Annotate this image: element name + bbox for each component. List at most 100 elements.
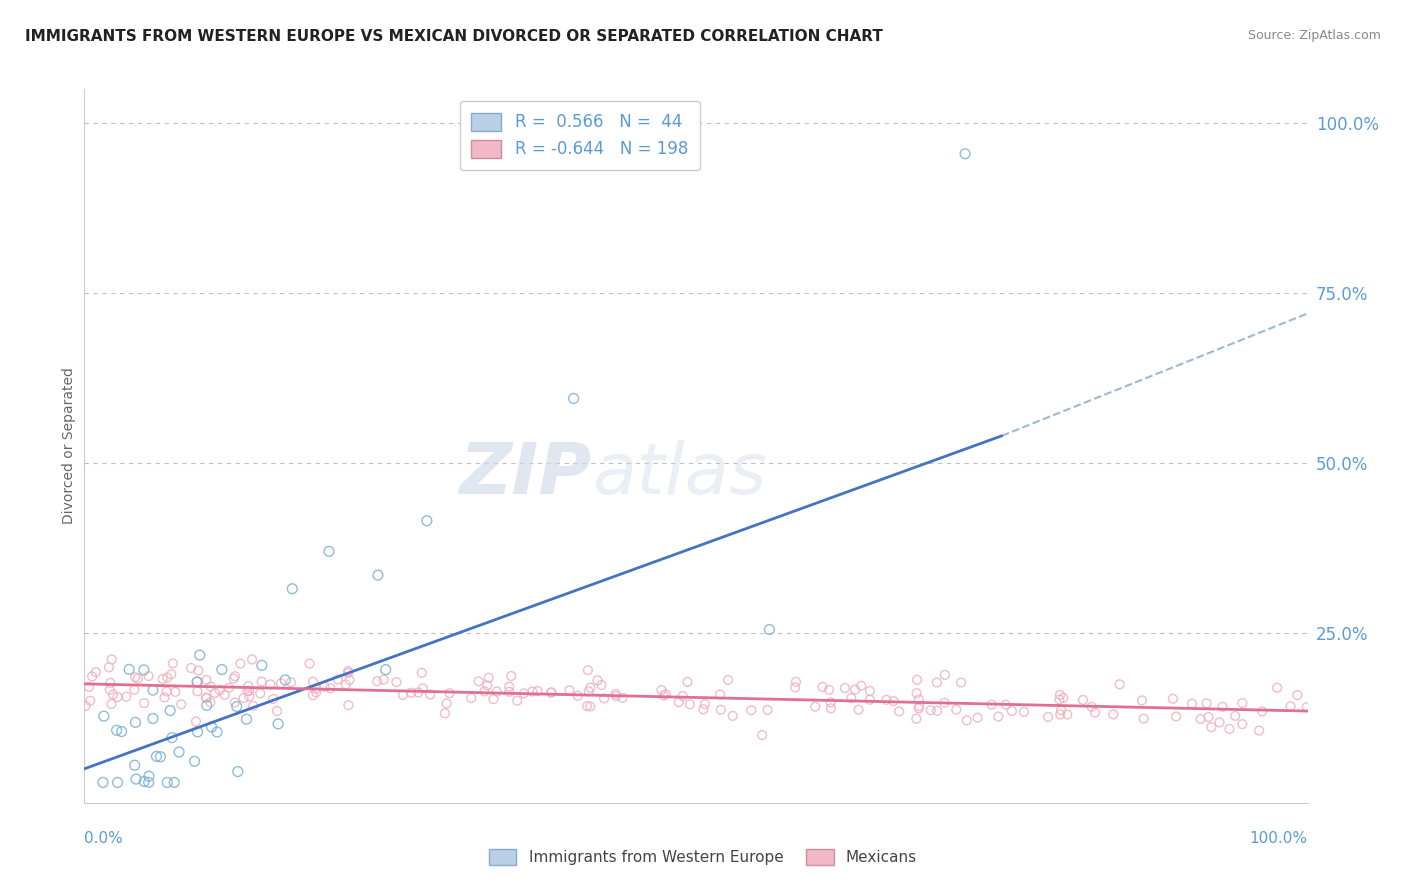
- Point: [107, 690, 129, 704]
- Point: [124, 758, 146, 772]
- Point: [318, 544, 340, 558]
- Point: [485, 684, 508, 698]
- Point: [908, 699, 931, 714]
- Point: [337, 665, 360, 680]
- Text: 0.0%: 0.0%: [84, 831, 124, 847]
- Point: [605, 687, 627, 701]
- Point: [785, 674, 807, 689]
- Point: [1012, 705, 1035, 719]
- Point: [266, 704, 288, 718]
- Point: [281, 582, 304, 596]
- Point: [194, 690, 217, 705]
- Point: [934, 668, 956, 682]
- Point: [1295, 700, 1317, 714]
- Point: [883, 694, 905, 708]
- Point: [1197, 710, 1219, 724]
- Point: [163, 775, 186, 789]
- Point: [474, 684, 496, 698]
- Point: [235, 712, 257, 726]
- Point: [721, 709, 744, 723]
- Text: Source: ZipAtlas.com: Source: ZipAtlas.com: [1247, 29, 1381, 42]
- Point: [170, 698, 193, 712]
- Point: [482, 692, 505, 706]
- Point: [576, 699, 599, 714]
- Point: [302, 688, 325, 702]
- Point: [186, 684, 208, 698]
- Point: [259, 677, 281, 691]
- Point: [93, 709, 115, 723]
- Point: [1036, 710, 1059, 724]
- Point: [138, 769, 160, 783]
- Point: [578, 684, 600, 698]
- Point: [298, 657, 321, 671]
- Text: atlas: atlas: [592, 440, 766, 509]
- Point: [1225, 709, 1247, 723]
- Point: [498, 685, 520, 699]
- Point: [138, 775, 160, 789]
- Point: [1049, 688, 1071, 702]
- Point: [692, 702, 714, 716]
- Point: [222, 672, 245, 686]
- Point: [214, 688, 236, 702]
- Point: [605, 689, 627, 703]
- Point: [477, 678, 499, 692]
- Point: [1232, 717, 1254, 731]
- Point: [156, 670, 179, 684]
- Point: [950, 675, 973, 690]
- Point: [399, 686, 422, 700]
- Point: [111, 724, 134, 739]
- Point: [740, 703, 762, 717]
- Point: [1218, 722, 1240, 736]
- Point: [159, 704, 181, 718]
- Point: [238, 683, 260, 698]
- Point: [406, 685, 429, 699]
- Point: [270, 676, 292, 690]
- Point: [100, 697, 122, 711]
- Point: [478, 671, 501, 685]
- Point: [419, 688, 441, 702]
- Point: [1080, 699, 1102, 714]
- Point: [905, 686, 928, 700]
- Point: [82, 669, 104, 683]
- Point: [980, 698, 1002, 712]
- Point: [250, 674, 273, 689]
- Point: [1108, 677, 1130, 691]
- Point: [149, 749, 172, 764]
- Point: [652, 689, 675, 703]
- Point: [183, 754, 205, 768]
- Point: [366, 674, 388, 689]
- Point: [124, 682, 146, 697]
- Point: [953, 146, 976, 161]
- Point: [186, 675, 208, 690]
- Point: [337, 664, 360, 678]
- Point: [200, 695, 222, 709]
- Point: [1195, 697, 1218, 711]
- Point: [385, 675, 408, 690]
- Point: [526, 684, 548, 698]
- Point: [91, 775, 114, 789]
- Point: [905, 673, 928, 687]
- Point: [1166, 709, 1188, 723]
- Point: [373, 673, 395, 687]
- Point: [153, 690, 176, 705]
- Point: [820, 701, 842, 715]
- Point: [785, 681, 807, 695]
- Point: [1232, 696, 1254, 710]
- Point: [374, 663, 396, 677]
- Point: [412, 681, 434, 696]
- Point: [567, 689, 589, 703]
- Point: [433, 706, 456, 721]
- Point: [225, 699, 247, 714]
- Point: [165, 685, 187, 699]
- Text: ZIP: ZIP: [460, 440, 592, 509]
- Point: [1050, 703, 1073, 717]
- Point: [186, 674, 208, 689]
- Point: [195, 673, 218, 687]
- Point: [907, 692, 929, 706]
- Point: [236, 683, 259, 698]
- Point: [156, 775, 179, 789]
- Point: [907, 701, 929, 715]
- Point: [1049, 692, 1071, 706]
- Point: [160, 667, 183, 681]
- Point: [226, 764, 249, 779]
